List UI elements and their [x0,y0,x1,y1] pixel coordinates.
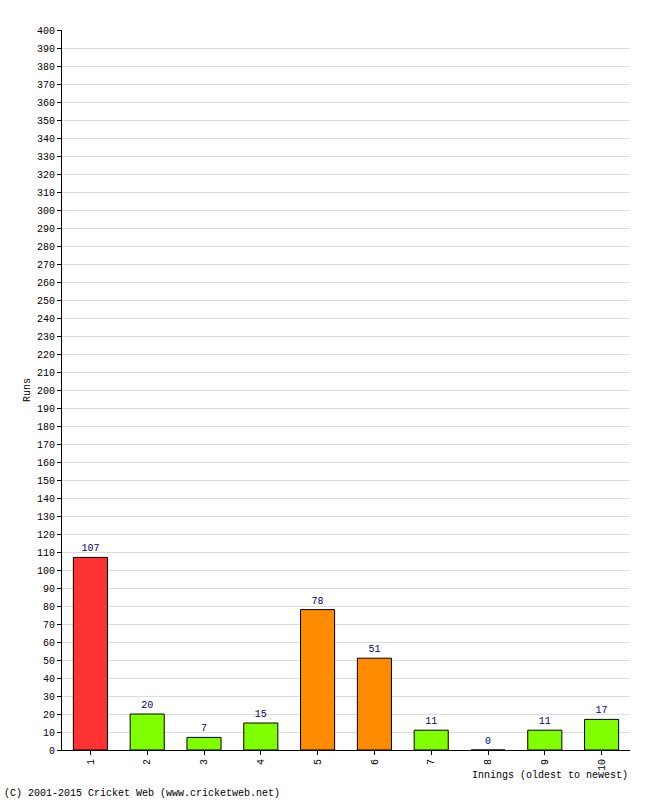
svg-text:400: 400 [37,26,55,37]
svg-text:300: 300 [37,206,55,217]
svg-text:330: 330 [37,152,55,163]
svg-text:280: 280 [37,242,55,253]
svg-text:160: 160 [37,458,55,469]
svg-text:Runs: Runs [22,378,33,402]
svg-text:6: 6 [370,759,381,765]
svg-text:210: 210 [37,368,55,379]
svg-text:340: 340 [37,134,55,145]
svg-text:170: 170 [37,440,55,451]
svg-text:60: 60 [43,638,55,649]
svg-text:220: 220 [37,350,55,361]
svg-text:1: 1 [86,759,97,765]
svg-text:130: 130 [37,512,55,523]
svg-text:9: 9 [540,759,551,765]
svg-text:230: 230 [37,332,55,343]
svg-text:15: 15 [255,709,267,720]
svg-text:390: 390 [37,44,55,55]
svg-text:7: 7 [426,759,437,765]
svg-text:370: 370 [37,80,55,91]
svg-text:270: 270 [37,260,55,271]
svg-text:260: 260 [37,278,55,289]
svg-text:11: 11 [539,716,551,727]
svg-text:30: 30 [43,692,55,703]
svg-text:7: 7 [201,723,207,734]
svg-text:10: 10 [43,728,55,739]
svg-text:110: 110 [37,548,55,559]
svg-text:310: 310 [37,188,55,199]
svg-text:20: 20 [141,700,153,711]
svg-text:8: 8 [483,759,494,765]
svg-text:120: 120 [37,530,55,541]
svg-text:150: 150 [37,476,55,487]
svg-text:51: 51 [368,644,380,655]
svg-text:(C) 2001-2015 Cricket Web (www: (C) 2001-2015 Cricket Web (www.cricketwe… [4,788,280,799]
svg-text:140: 140 [37,494,55,505]
svg-text:80: 80 [43,602,55,613]
svg-text:4: 4 [256,759,267,765]
svg-text:20: 20 [43,710,55,721]
svg-text:190: 190 [37,404,55,415]
svg-text:100: 100 [37,566,55,577]
svg-text:Innings (oldest to newest): Innings (oldest to newest) [472,770,628,781]
svg-text:107: 107 [81,543,99,554]
svg-text:50: 50 [43,656,55,667]
svg-text:3: 3 [199,759,210,765]
svg-text:290: 290 [37,224,55,235]
svg-text:78: 78 [312,596,324,607]
svg-text:250: 250 [37,296,55,307]
svg-text:10: 10 [597,759,608,771]
svg-text:5: 5 [313,759,324,765]
svg-text:40: 40 [43,674,55,685]
svg-text:180: 180 [37,422,55,433]
svg-text:380: 380 [37,62,55,73]
svg-text:0: 0 [49,746,55,757]
svg-text:320: 320 [37,170,55,181]
svg-text:17: 17 [596,705,608,716]
svg-text:2: 2 [142,759,153,765]
svg-text:350: 350 [37,116,55,127]
svg-text:70: 70 [43,620,55,631]
svg-text:11: 11 [425,716,437,727]
svg-text:90: 90 [43,584,55,595]
svg-text:240: 240 [37,314,55,325]
svg-text:0: 0 [485,736,491,747]
svg-text:200: 200 [37,386,55,397]
svg-text:360: 360 [37,98,55,109]
